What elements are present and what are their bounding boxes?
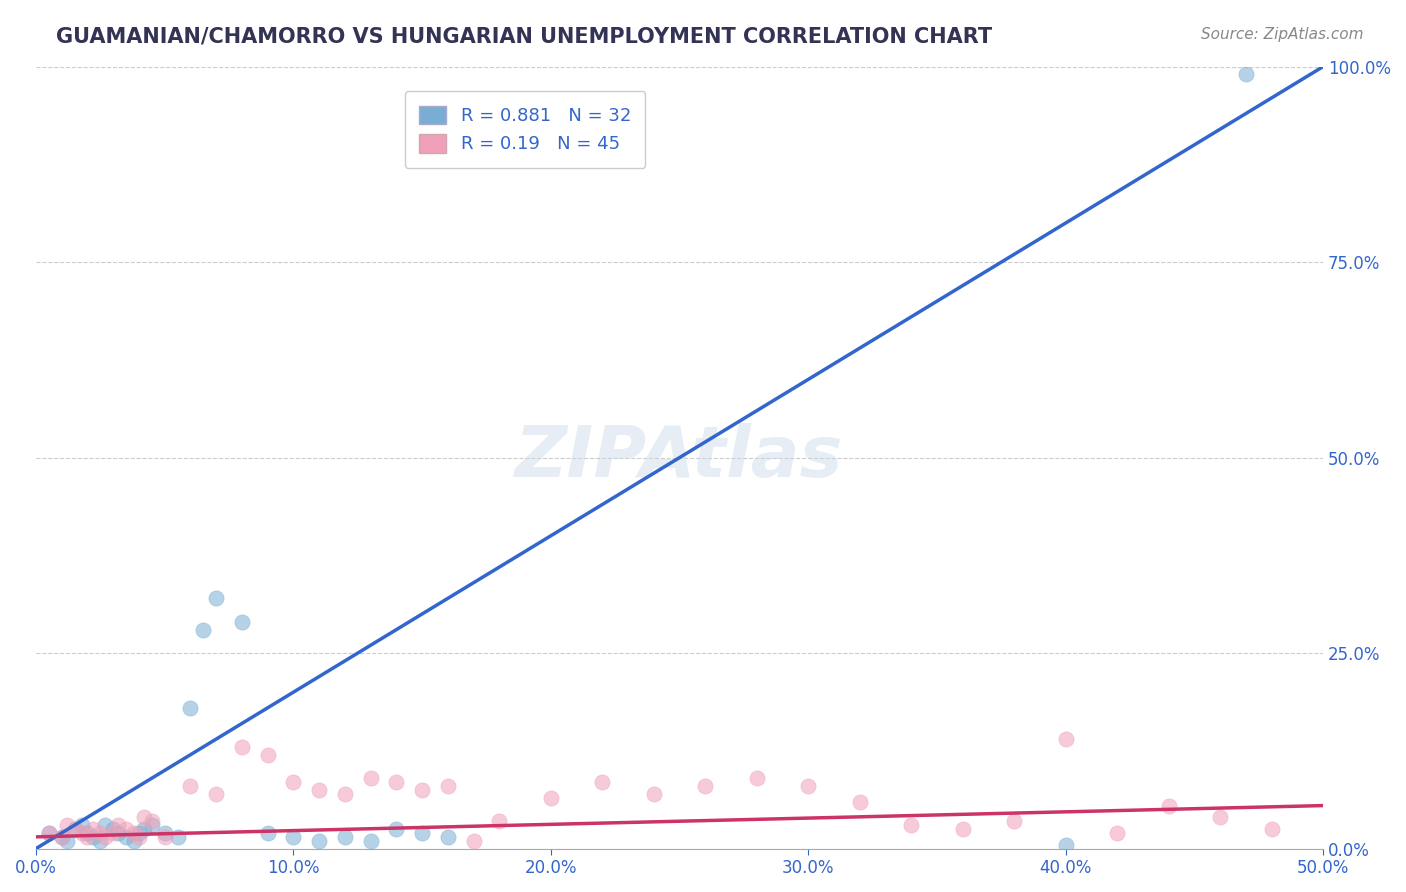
Point (900, 818, 922, 832)
Point (1209, 810, 1232, 824)
Point (463, 834, 485, 848)
Point (308, 834, 330, 848)
Point (56, 834, 79, 848)
Point (141, 814, 163, 829)
Point (385, 775, 408, 789)
Point (1054, 838, 1077, 852)
Point (122, 834, 145, 848)
Point (56, 818, 79, 832)
Point (1157, 798, 1180, 813)
Point (107, 826, 129, 840)
Point (122, 826, 145, 840)
Point (82, 822, 104, 836)
Point (82, 830, 104, 844)
Point (437, 830, 460, 844)
Text: Source: ZipAtlas.com: Source: ZipAtlas.com (1201, 27, 1364, 42)
Point (1260, 822, 1282, 836)
Point (72, 818, 94, 832)
Point (101, 822, 124, 836)
Text: ZIPAtlas: ZIPAtlas (515, 423, 844, 492)
Point (385, 822, 408, 836)
Point (179, 779, 201, 793)
Point (333, 830, 356, 844)
Point (63, 822, 86, 836)
Point (437, 779, 460, 793)
Point (205, 591, 228, 606)
Point (128, 830, 150, 844)
Point (38, 826, 60, 840)
Point (411, 826, 433, 840)
Point (89, 834, 111, 848)
Point (141, 818, 163, 832)
Point (179, 701, 201, 715)
Point (128, 826, 150, 840)
Point (153, 830, 176, 844)
Point (1054, 732, 1077, 747)
Legend: R = 0.881   N = 32, R = 0.19   N = 45: R = 0.881 N = 32, R = 0.19 N = 45 (405, 91, 645, 168)
Point (94, 830, 117, 844)
Point (643, 787, 665, 801)
Point (695, 779, 717, 793)
Point (132, 810, 155, 824)
Point (360, 771, 382, 785)
Point (193, 623, 215, 637)
Point (360, 834, 382, 848)
Point (115, 822, 138, 836)
Point (256, 747, 278, 762)
Point (745, 771, 768, 785)
Point (848, 795, 870, 809)
Point (1234, 67, 1257, 81)
Point (115, 830, 138, 844)
Point (107, 818, 129, 832)
Point (1002, 814, 1025, 829)
Point (51, 830, 73, 844)
Point (72, 826, 94, 840)
Point (153, 826, 176, 840)
Point (94, 818, 117, 832)
Point (166, 830, 188, 844)
Point (132, 822, 155, 836)
Text: GUAMANIAN/CHAMORRO VS HUNGARIAN UNEMPLOYMENT CORRELATION CHART: GUAMANIAN/CHAMORRO VS HUNGARIAN UNEMPLOY… (56, 27, 993, 46)
Point (89, 826, 111, 840)
Point (256, 826, 278, 840)
Point (591, 775, 613, 789)
Point (952, 822, 974, 836)
Point (101, 826, 124, 840)
Point (333, 787, 356, 801)
Point (411, 783, 433, 797)
Point (231, 615, 253, 629)
Point (308, 783, 330, 797)
Point (540, 790, 562, 805)
Point (76, 830, 98, 844)
Point (1107, 826, 1129, 840)
Point (76, 826, 98, 840)
Point (205, 787, 228, 801)
Point (63, 822, 86, 836)
Point (488, 814, 510, 829)
Point (283, 830, 305, 844)
Point (283, 775, 305, 789)
Point (51, 830, 73, 844)
Point (797, 779, 820, 793)
Point (38, 826, 60, 840)
Point (231, 739, 253, 754)
